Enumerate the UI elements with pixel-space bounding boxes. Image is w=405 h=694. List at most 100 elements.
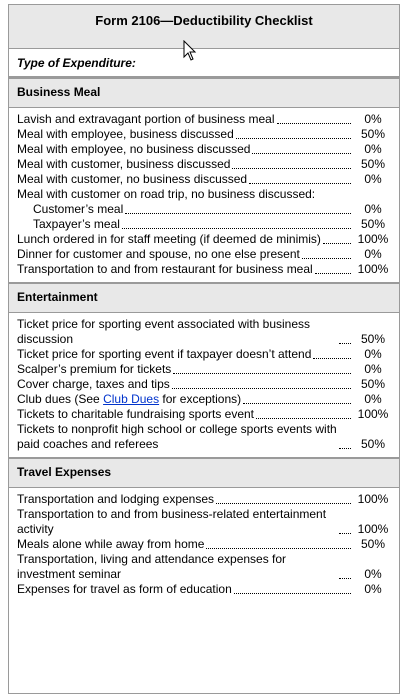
cursor [183, 40, 197, 61]
item-row: Customer’s meal 0% [17, 202, 399, 217]
section-items: Lavish and extravagant portion of busine… [9, 108, 399, 282]
item-value: 50% [360, 127, 386, 141]
label-text: Meal with employee, business discussed [17, 127, 234, 141]
label-text: for exceptions) [159, 392, 242, 406]
dot-leader [125, 213, 351, 214]
item-label: Transportation to and from business-rela… [17, 507, 337, 537]
label-text: Meal with customer on road trip, no busi… [17, 187, 316, 201]
label-text: Transportation to and from business-rela… [17, 507, 330, 536]
dot-leader [249, 183, 351, 184]
item-row: Lunch ordered in for staff meeting (if d… [17, 232, 399, 247]
dot-leader [252, 153, 351, 154]
item-value: 0% [364, 347, 382, 361]
dot-leader [339, 448, 351, 449]
dot-leader [206, 548, 351, 549]
item-row: Taxpayer’s meal 50% [17, 217, 399, 232]
item-label: Meals alone while away from home [17, 537, 204, 552]
item-row: Transportation to and from business-rela… [17, 507, 399, 537]
label-text: Transportation and lodging expenses [17, 492, 215, 506]
dot-leader [173, 373, 351, 374]
item-label: Dinner for customer and spouse, no one e… [17, 247, 300, 262]
item-row: Meal with customer on road trip, no busi… [17, 187, 399, 202]
section-header: Business Meal [9, 77, 399, 108]
label-text: Customer’s meal [33, 202, 124, 216]
item-row: Meal with customer, no business discusse… [17, 172, 399, 187]
item-label: Meal with customer, business discussed [17, 157, 230, 172]
item-label: Lunch ordered in for staff meeting (if d… [17, 232, 321, 247]
dot-leader [233, 593, 351, 594]
link[interactable]: Club Dues [103, 392, 160, 406]
item-row: Ticket price for sporting event if taxpa… [17, 347, 399, 362]
label-text: Meal with customer, no business discusse… [17, 172, 248, 186]
item-label: Expenses for travel as form of education [17, 582, 232, 597]
title: Form 2106—Deductibility Checklist [9, 5, 399, 49]
dot-leader [256, 418, 351, 419]
item-row: Tickets to charitable fundraising sports… [17, 407, 399, 422]
item-value: 0% [364, 247, 382, 261]
dot-leader [171, 388, 351, 389]
label-text: Taxpayer’s meal [33, 217, 120, 231]
item-row: Lavish and extravagant portion of busine… [17, 112, 399, 127]
item-label: Tickets to charitable fundraising sports… [17, 407, 254, 422]
item-value: 0% [364, 142, 382, 156]
item-row: Meal with customer, business discussed 50… [17, 157, 399, 172]
label-text: Tickets to nonprofit high school or coll… [17, 422, 341, 451]
checklist: Form 2106—Deductibility Checklist Type o… [8, 4, 400, 694]
item-label: Meal with employee, business discussed [17, 127, 234, 142]
sections: Business Meal Lavish and extravagant port… [9, 77, 399, 602]
section-header: Travel Expenses [9, 457, 399, 488]
item-value: 0% [364, 392, 382, 406]
label-text: Lavish and extravagant portion of busine… [17, 112, 275, 126]
item-value: 100% [357, 407, 389, 421]
item-value: 50% [360, 217, 386, 231]
label-text: Cover charge, taxes and tips [17, 377, 170, 391]
column-header: Type of Expenditure: [9, 49, 399, 77]
dot-leader [243, 403, 351, 404]
item-row: Meal with employee, business discussed 50… [17, 127, 399, 142]
item-label: Transportation and lodging expenses [17, 492, 214, 507]
dot-leader [339, 578, 351, 579]
item-value: 0% [364, 172, 382, 186]
item-label: Cover charge, taxes and tips [17, 377, 170, 392]
item-row: Meal with employee, no business discusse… [17, 142, 399, 157]
item-label: Scalper’s premium for tickets [17, 362, 171, 377]
section-header: Entertainment [9, 282, 399, 313]
item-row: Ticket price for sporting event associat… [17, 317, 399, 347]
label-text: Lunch ordered in for staff meeting (if d… [17, 232, 321, 246]
label-text: Club dues (See [17, 392, 104, 406]
dot-leader [313, 358, 351, 359]
item-row: Dinner for customer and spouse, no one e… [17, 247, 399, 262]
label-text: Ticket price for sporting event if taxpa… [17, 347, 312, 361]
item-row: Scalper’s premium for tickets 0% [17, 362, 399, 377]
item-row: Expenses for travel as form of education… [17, 582, 399, 597]
label-text: Ticket price for sporting event associat… [17, 317, 314, 346]
label-text: Transportation, living and attendance ex… [17, 552, 290, 581]
item-row: Transportation and lodging expenses 100% [17, 492, 399, 507]
item-value: 0% [364, 567, 382, 581]
item-value: 0% [364, 202, 382, 216]
item-value: 0% [364, 582, 382, 596]
item-label: Taxpayer’s meal [33, 217, 120, 232]
item-value: 50% [360, 437, 386, 451]
label-text: Tickets to charitable fundraising sports… [17, 407, 255, 421]
item-row: Transportation to and from restaurant fo… [17, 262, 399, 277]
item-label: Meal with customer on road trip, no busi… [17, 187, 315, 202]
item-value: 100% [357, 232, 389, 246]
dot-leader [339, 343, 351, 344]
item-row: Tickets to nonprofit high school or coll… [17, 422, 399, 452]
item-value: 50% [360, 332, 386, 346]
label-text: Dinner for customer and spouse, no one e… [17, 247, 300, 261]
item-label: Lavish and extravagant portion of busine… [17, 112, 275, 127]
item-value: 50% [360, 537, 386, 551]
item-value: 50% [360, 377, 386, 391]
item-label: Ticket price for sporting event associat… [17, 317, 337, 347]
item-label: Transportation, living and attendance ex… [17, 552, 337, 582]
label-text: Meal with customer, business discussed [17, 157, 231, 171]
dot-leader [301, 258, 351, 259]
dot-leader [121, 228, 351, 229]
item-label: Customer’s meal [33, 202, 123, 217]
item-row: Meals alone while away from home 50% [17, 537, 399, 552]
item-label: Meal with customer, no business discusse… [17, 172, 247, 187]
label-text: Scalper’s premium for tickets [17, 362, 172, 376]
item-row: Club dues (See Club Dues for exceptions)… [17, 392, 399, 407]
